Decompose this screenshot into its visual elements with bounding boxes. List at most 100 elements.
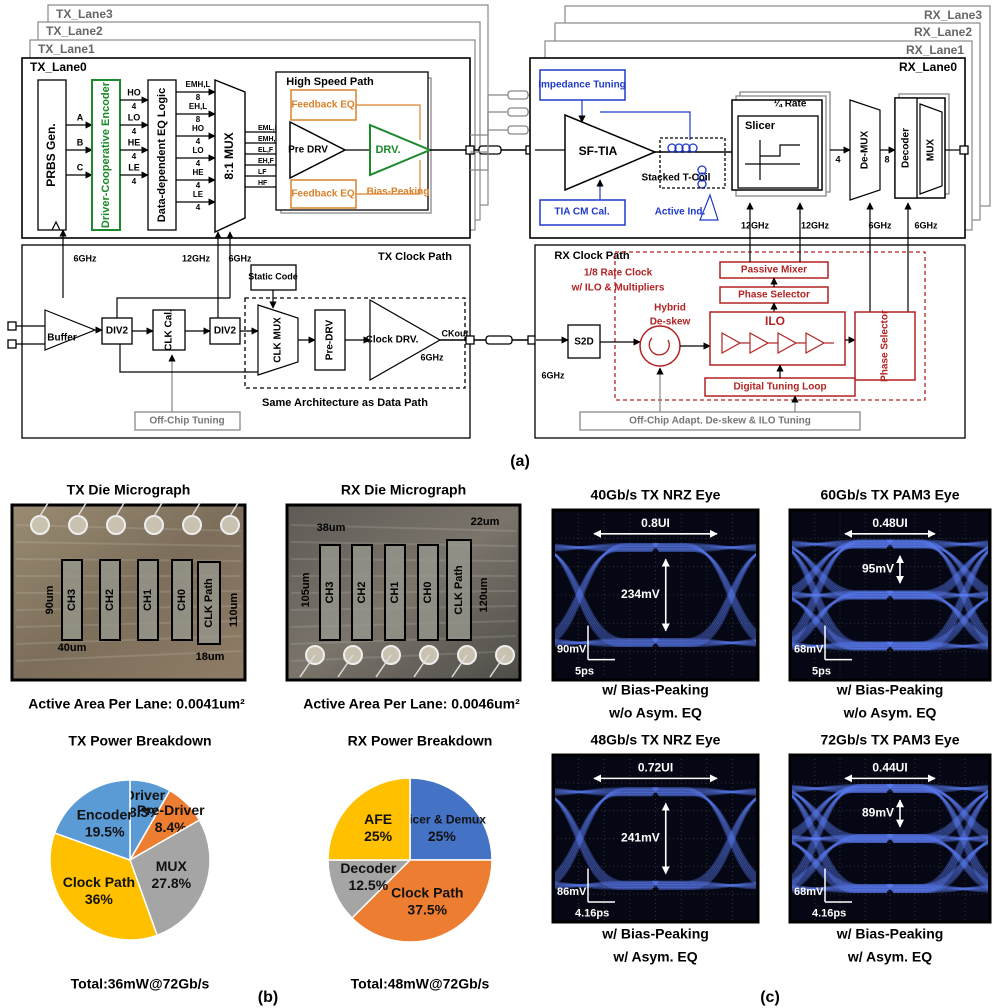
eye-trace <box>652 542 756 552</box>
coil-turn <box>697 165 707 175</box>
coil-turn <box>674 143 684 153</box>
label: RX Clock Path <box>554 250 629 262</box>
eye-trace <box>657 547 756 635</box>
bond-pad <box>220 515 240 535</box>
eye-trace <box>657 797 756 889</box>
eye-trace <box>654 788 756 795</box>
block-label: 8:1 MUX <box>222 132 236 179</box>
eye-trace <box>658 543 756 552</box>
eye-trace <box>555 547 654 635</box>
eye-trace <box>888 885 988 892</box>
label: Impedance Tuning <box>538 80 626 91</box>
data-label: 8.3% <box>129 804 161 820</box>
eye-trace <box>792 794 890 890</box>
label: CKout <box>442 328 469 338</box>
eye-trace <box>658 881 756 890</box>
eye-trace <box>792 884 893 893</box>
coil-box <box>659 137 726 189</box>
pie-slice <box>409 777 493 861</box>
eye-trace <box>792 595 889 642</box>
channel-label: CH0 <box>422 581 434 603</box>
eye-trace <box>891 544 988 591</box>
label: Decoder <box>901 128 912 168</box>
bond-wire <box>115 502 125 517</box>
eye-trace <box>792 838 889 885</box>
eye-traces <box>792 757 988 920</box>
pre-driver <box>289 120 347 180</box>
eye-trace <box>792 545 887 589</box>
label: 4 <box>132 177 137 186</box>
label: 6GHz <box>541 370 565 380</box>
channel-outline <box>384 544 406 641</box>
eye-trace <box>657 552 756 646</box>
chart-title: RX Power Breakdown <box>348 733 493 749</box>
eye-trace <box>893 789 988 843</box>
eye-title: 40Gb/s TX NRZ Eye <box>591 487 721 503</box>
eye-trace <box>890 549 988 648</box>
eye-trace <box>792 783 893 841</box>
wire <box>356 104 421 140</box>
pie-slice <box>49 831 159 941</box>
label: 12GHz <box>741 220 770 230</box>
dimension-label: 105um <box>300 572 312 607</box>
eye-trace <box>893 550 988 651</box>
eye-trace <box>792 550 889 649</box>
eye-trace <box>890 546 988 597</box>
eye-trace <box>887 539 988 549</box>
eye-trace <box>654 544 756 640</box>
lane-label: TX_Lane0 <box>30 60 87 74</box>
label: LE <box>128 162 140 172</box>
label: High Speed Path <box>286 76 374 88</box>
data-label: 12.5% <box>348 877 388 893</box>
label: De-skew <box>650 317 691 328</box>
bond-pad <box>68 515 88 535</box>
eye-trace <box>792 789 887 843</box>
clock-driver <box>369 298 442 382</box>
eye-trace <box>792 540 887 549</box>
eye-trace <box>893 834 988 843</box>
label: 4 <box>196 137 201 146</box>
demux <box>849 99 881 201</box>
eye-screen <box>551 753 760 924</box>
ilo-stage <box>805 331 826 355</box>
block <box>134 411 241 431</box>
eye-trace <box>890 840 988 890</box>
channel-outline <box>197 561 221 645</box>
channel-label: CH1 <box>389 581 401 603</box>
eye-caption: w/ Asym. EQ <box>612 949 697 965</box>
channel-outline <box>61 559 83 641</box>
eye-trace <box>888 835 988 842</box>
eye-trace <box>792 597 890 648</box>
eye-trace <box>792 643 889 649</box>
channel-label: CH2 <box>104 589 116 611</box>
eye-trace <box>888 791 988 839</box>
eye-trace <box>891 785 988 792</box>
eye-trace <box>891 788 988 835</box>
bond-wire <box>229 502 239 517</box>
eye-trace <box>555 793 653 875</box>
eye-trace <box>893 884 988 894</box>
label: 234mV <box>621 587 660 601</box>
eye-trace <box>893 596 988 651</box>
eye-trace <box>792 885 892 892</box>
eye-trace <box>555 639 657 646</box>
buffer <box>44 309 97 351</box>
eye-trace <box>792 837 890 887</box>
eye-trace <box>792 790 889 842</box>
eye-trace <box>792 641 893 651</box>
eye-trace <box>555 787 659 796</box>
lane-label: RX_Lane0 <box>899 60 957 74</box>
eye-trace <box>555 546 656 638</box>
bond-wire <box>337 654 354 678</box>
block-label: Driver-Cooperative Encoder <box>100 81 112 228</box>
label: 6GHz <box>420 352 444 362</box>
eye-trace <box>891 550 988 649</box>
eye-trace <box>792 539 893 597</box>
eye-trace <box>888 598 988 646</box>
eye-trace <box>655 552 756 644</box>
eye-trace <box>792 835 892 842</box>
wire <box>600 111 691 140</box>
eye-trace <box>890 790 988 840</box>
label: Off-Chip Tuning <box>149 416 224 427</box>
eye-trace <box>792 841 892 889</box>
